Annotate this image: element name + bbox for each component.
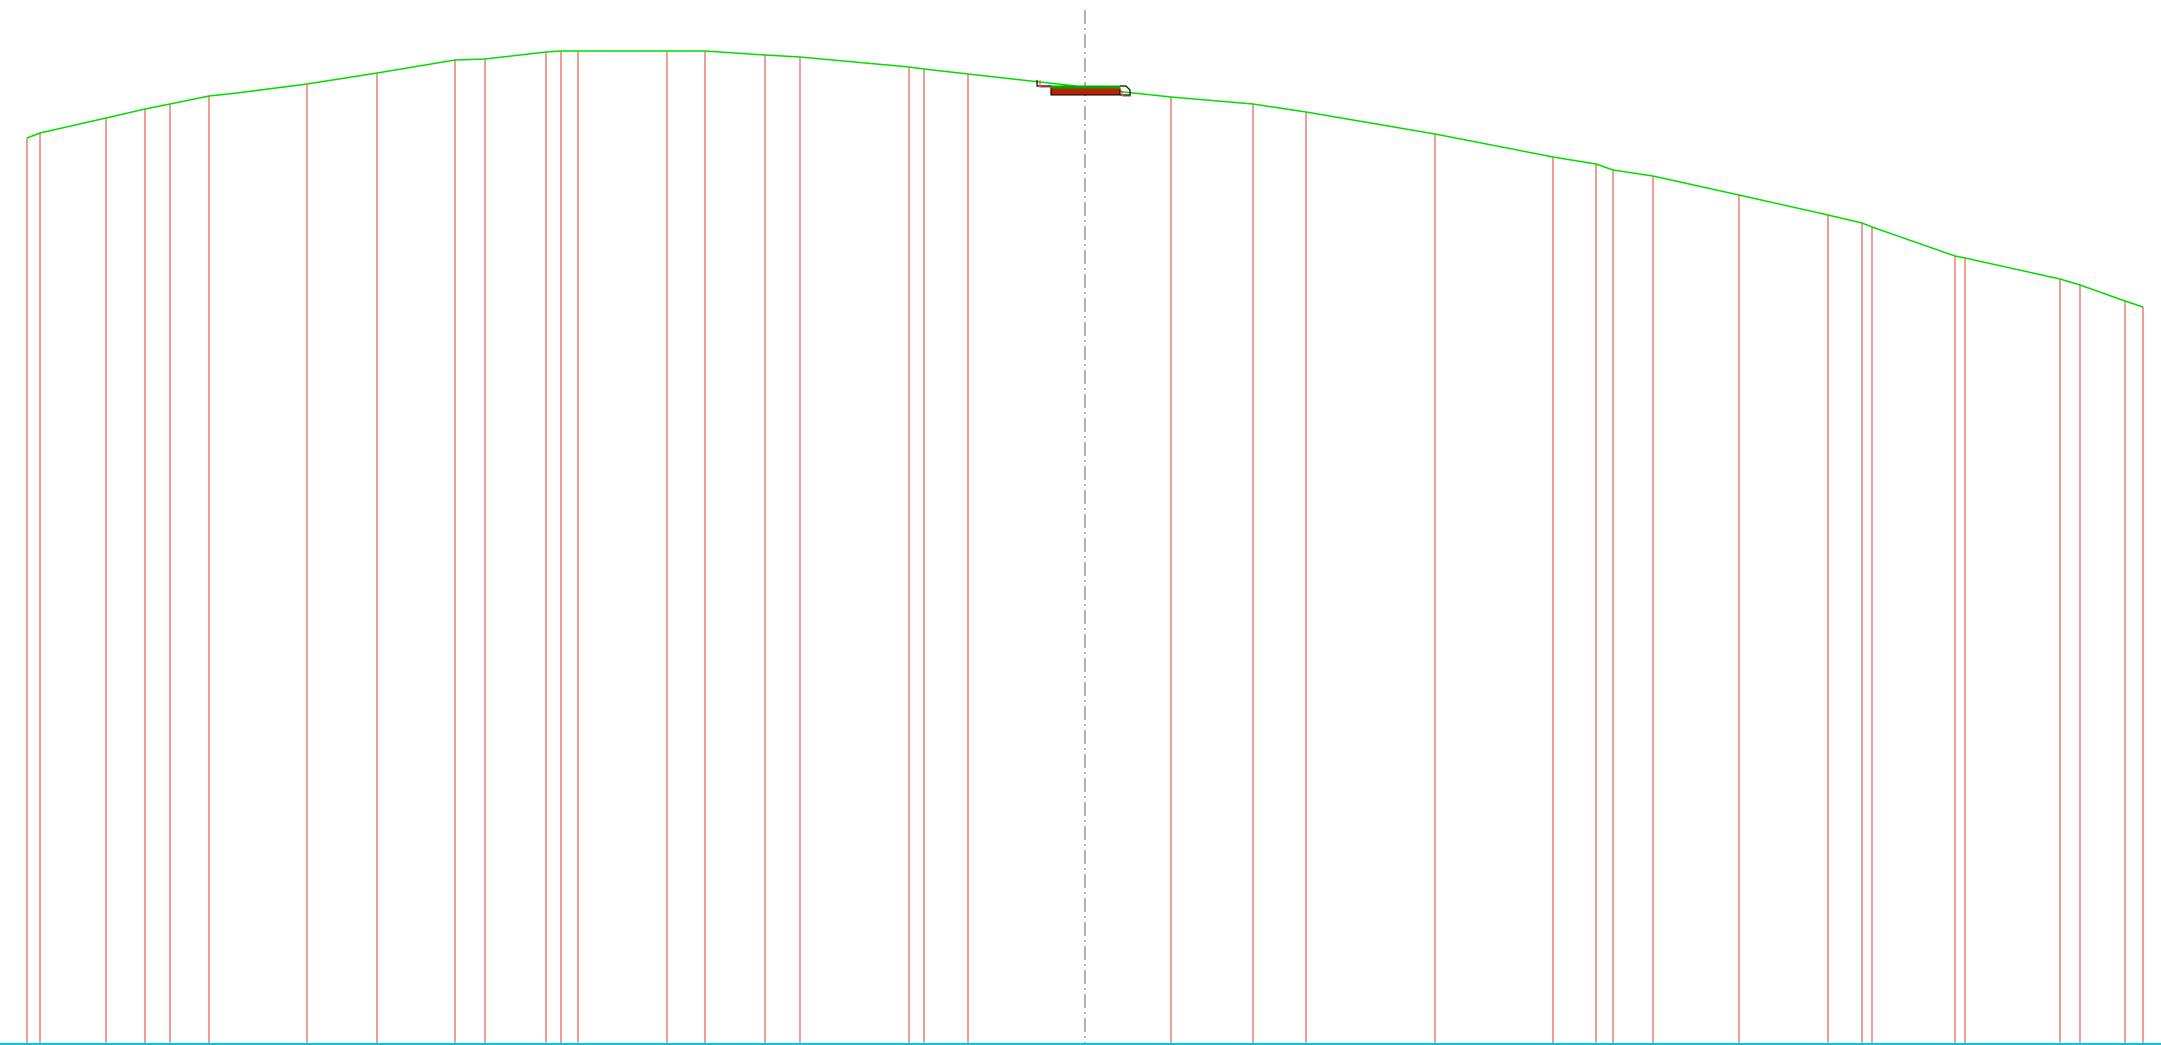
- structure-right-section-outline: [1119, 87, 1131, 97]
- section-lines-group: [26, 51, 2144, 1043]
- structure-body: [1050, 87, 1121, 96]
- structure-left-section-outline: [1039, 80, 1051, 88]
- structure-right-outline: [1120, 85, 1131, 96]
- structure-block: [1036, 80, 1131, 97]
- ground-profile-line: [26, 50, 2144, 308]
